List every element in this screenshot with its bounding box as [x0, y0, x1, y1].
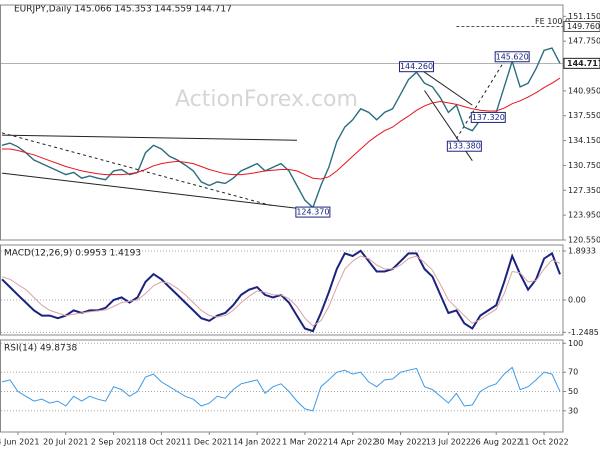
annotation-box: [494, 51, 530, 63]
current-label: 144.717: [567, 59, 600, 68]
x-tick-label: 1 Dec 2021: [186, 438, 232, 447]
annotation-label: 144.260: [400, 62, 433, 71]
header: EURJPY,Daily 145.066 145.353 144.559 144…: [14, 5, 232, 15]
y-tick-label: 134.150: [568, 136, 600, 145]
watermark: ActionForex.com: [175, 87, 358, 112]
y-tick-label: 1.8933: [568, 247, 596, 256]
series-line: [1, 255, 561, 327]
annotation-box: [446, 140, 482, 152]
series-line: [1, 47, 561, 209]
y-tick-label: 147.750: [568, 37, 600, 46]
y-tick-label: 123.950: [568, 211, 600, 220]
annotation-label: 133.380: [448, 142, 481, 151]
series-line: [2, 77, 561, 180]
annotation-label: 124.370: [296, 208, 329, 217]
y-tick-label: 30: [568, 406, 578, 415]
x-tick-label: 20 Jul 2021: [43, 438, 88, 447]
annotation-box: [295, 206, 331, 218]
y-tick-label: 70: [568, 368, 578, 377]
y-tick-label: 100: [568, 339, 583, 348]
annotation-box: [470, 111, 506, 123]
x-tick-label: 30 May 2022: [374, 438, 426, 447]
annotation-label: 137.320: [472, 113, 505, 122]
y-tick-label: 0.00: [568, 296, 586, 305]
x-tick-label: 13 Jul 2022: [426, 438, 471, 447]
series-line: [1, 366, 561, 412]
x-tick-label: 14 Apr 2022: [328, 438, 377, 447]
y-tick-label: 140.950: [568, 86, 600, 95]
y-tick-label: 127.350: [568, 186, 600, 195]
trendline: [416, 66, 473, 106]
fe-text: FE 100.0: [535, 17, 570, 26]
annotation-box: [399, 61, 435, 73]
panel-frame: [0, 339, 564, 433]
panel-title: RSI(14) 49.8738: [4, 344, 77, 354]
trendline: [1, 132, 274, 207]
y-tick-label: 130.750: [568, 161, 600, 170]
y-tick-label: 120.550: [568, 236, 600, 245]
y-tick-label: -1.2485: [568, 328, 599, 337]
x-tick-label: 4 Jun 2021: [0, 438, 39, 447]
x-tick-label: 14 Jan 2022: [233, 438, 281, 447]
panel-frame: [0, 4, 564, 241]
level-label: 149.760: [567, 22, 600, 31]
trendline: [1, 134, 297, 141]
y-tick-label: 50: [568, 387, 578, 396]
trendline: [1, 172, 321, 212]
current-box: [563, 57, 600, 69]
x-tick-label: 26 Aug 2022: [471, 438, 522, 447]
x-tick-label: 18 Oct 2021: [137, 438, 186, 447]
y-tick-label: 151.150: [568, 12, 600, 21]
x-tick-label: 11 Oct 2022: [519, 438, 568, 447]
x-tick-label: 1 Mar 2022: [282, 438, 328, 447]
x-tick-label: 2 Sep 2021: [91, 438, 137, 447]
panel-frame: [0, 244, 564, 336]
panel-title: MACD(12,26,9) 0.9953 1.4193: [4, 249, 141, 259]
annotation-label: 145.620: [496, 52, 529, 61]
y-tick-label: 137.550: [568, 111, 600, 120]
level-box: [563, 20, 600, 32]
